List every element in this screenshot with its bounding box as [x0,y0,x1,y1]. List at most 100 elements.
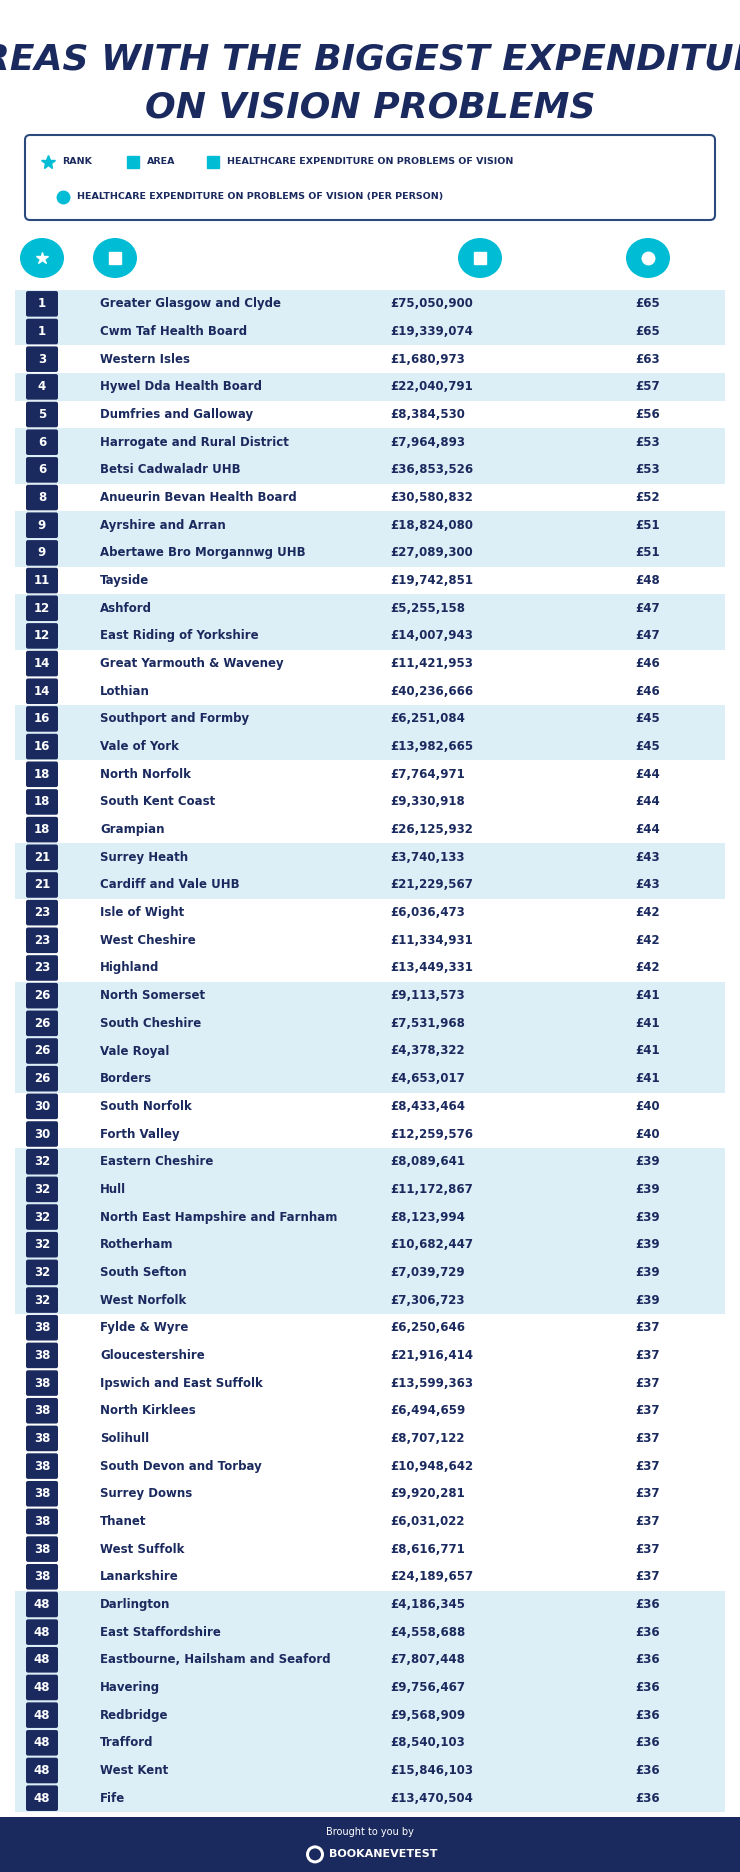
Text: £41: £41 [635,1073,659,1086]
Text: North Somerset: North Somerset [100,988,205,1002]
FancyBboxPatch shape [26,402,58,427]
Text: £40: £40 [635,1127,659,1140]
Text: HEALTHCARE EXPENDITURE ON PROBLEMS OF VISION: HEALTHCARE EXPENDITURE ON PROBLEMS OF VI… [227,157,514,167]
Text: £45: £45 [635,739,660,753]
Text: West Norfolk: West Norfolk [100,1294,186,1307]
Text: £39: £39 [635,1211,659,1224]
Text: North East Hampshire and Farnham: North East Hampshire and Farnham [100,1211,337,1224]
Text: £44: £44 [635,796,660,809]
Text: £47: £47 [635,629,659,642]
FancyBboxPatch shape [26,955,58,981]
Text: 23: 23 [34,906,50,919]
FancyBboxPatch shape [26,374,58,399]
FancyBboxPatch shape [26,1675,58,1700]
Text: £36: £36 [635,1792,659,1805]
Text: £7,039,729: £7,039,729 [390,1265,465,1279]
FancyBboxPatch shape [26,318,58,344]
FancyBboxPatch shape [26,429,58,455]
Text: 48: 48 [34,1763,50,1777]
Text: £36: £36 [635,1625,659,1638]
Text: 8: 8 [38,490,46,504]
Bar [15,650,725,678]
Text: 12: 12 [34,629,50,642]
Text: £18,824,080: £18,824,080 [390,519,473,532]
Bar [15,457,725,483]
Text: 18: 18 [34,796,50,809]
Text: Isle of Wight: Isle of Wight [100,906,184,919]
Bar [15,1702,725,1730]
Bar [15,1342,725,1368]
Text: £42: £42 [635,962,659,975]
Bar [15,706,725,732]
Text: 38: 38 [34,1376,50,1389]
Text: £37: £37 [635,1514,659,1528]
Bar [15,1507,725,1535]
FancyBboxPatch shape [26,541,58,565]
Text: £40,236,666: £40,236,666 [390,685,473,698]
Bar [15,1481,725,1507]
Text: 5: 5 [38,408,46,421]
Text: 26: 26 [34,1016,50,1030]
Text: Great Yarmouth & Waveney: Great Yarmouth & Waveney [100,657,283,670]
Text: £7,964,893: £7,964,893 [390,436,465,449]
Text: £39: £39 [635,1265,659,1279]
Text: £8,433,464: £8,433,464 [390,1101,465,1112]
FancyBboxPatch shape [26,983,58,1009]
Text: Dumfries and Galloway: Dumfries and Galloway [100,408,253,421]
FancyBboxPatch shape [25,135,715,221]
FancyBboxPatch shape [26,1453,58,1479]
Bar [15,1784,725,1812]
Text: AREAS WITH THE BIGGEST EXPENDITURE: AREAS WITH THE BIGGEST EXPENDITURE [0,43,740,77]
Text: £65: £65 [635,326,660,339]
Bar [15,1453,725,1481]
Ellipse shape [20,238,64,279]
Text: 1: 1 [38,326,46,339]
Bar [15,732,725,760]
Text: 32: 32 [34,1237,50,1250]
FancyBboxPatch shape [26,485,58,511]
FancyBboxPatch shape [26,1758,58,1784]
Text: 9: 9 [38,519,46,532]
FancyBboxPatch shape [26,1591,58,1617]
Bar [15,1093,725,1119]
FancyBboxPatch shape [26,762,58,786]
Text: £36: £36 [635,1599,659,1612]
Text: Forth Valley: Forth Valley [100,1127,180,1140]
Text: Fylde & Wyre: Fylde & Wyre [100,1322,189,1335]
FancyBboxPatch shape [26,1398,58,1423]
Text: Vale Royal: Vale Royal [100,1045,169,1058]
Bar [15,344,725,373]
Text: South Sefton: South Sefton [100,1265,186,1279]
Text: 9: 9 [38,547,46,560]
Text: £9,920,281: £9,920,281 [390,1486,465,1499]
Text: £51: £51 [635,519,659,532]
Text: 32: 32 [34,1265,50,1279]
Text: £8,123,994: £8,123,994 [390,1211,465,1224]
FancyBboxPatch shape [26,844,58,870]
Text: £1,680,973: £1,680,973 [390,352,465,365]
FancyBboxPatch shape [26,457,58,483]
Text: Hull: Hull [100,1183,126,1196]
Text: 48: 48 [34,1709,50,1722]
Text: 38: 38 [34,1460,50,1473]
FancyBboxPatch shape [26,1039,58,1063]
Text: £21,229,567: £21,229,567 [390,878,473,891]
Text: 16: 16 [34,713,50,726]
Bar [15,678,725,706]
Text: £13,599,363: £13,599,363 [390,1376,473,1389]
Text: Lothian: Lothian [100,685,150,698]
Text: £3,740,133: £3,740,133 [390,850,465,863]
FancyBboxPatch shape [26,623,58,650]
Text: £24,189,657: £24,189,657 [390,1571,473,1584]
Circle shape [309,1848,321,1861]
Bar [15,927,725,955]
FancyBboxPatch shape [26,900,58,925]
Text: £4,558,688: £4,558,688 [390,1625,465,1638]
Text: South Devon and Torbay: South Devon and Torbay [100,1460,262,1473]
Text: £63: £63 [635,352,659,365]
Bar [15,429,725,457]
Text: 18: 18 [34,768,50,781]
Text: £36: £36 [635,1737,659,1748]
Text: North Kirklees: North Kirklees [100,1404,196,1417]
Bar [15,1065,725,1093]
